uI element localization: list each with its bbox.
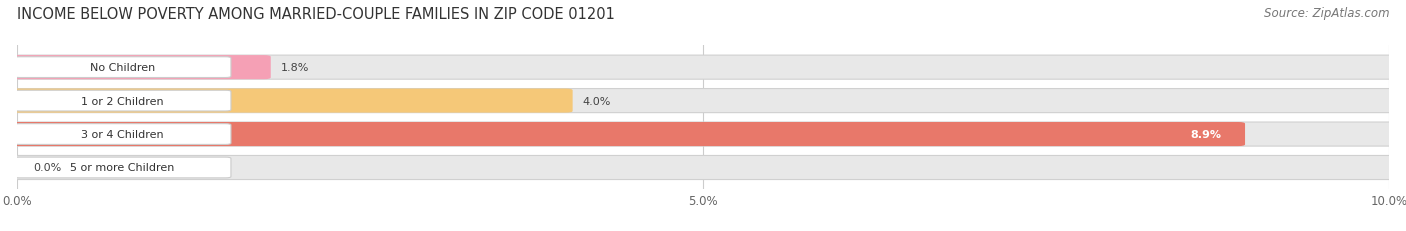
FancyBboxPatch shape — [10, 156, 1396, 180]
Text: 3 or 4 Children: 3 or 4 Children — [82, 130, 165, 140]
FancyBboxPatch shape — [14, 158, 231, 178]
Text: 1 or 2 Children: 1 or 2 Children — [82, 96, 165, 106]
Text: Source: ZipAtlas.com: Source: ZipAtlas.com — [1264, 7, 1389, 20]
FancyBboxPatch shape — [14, 58, 231, 78]
Text: 1.8%: 1.8% — [280, 63, 309, 73]
FancyBboxPatch shape — [14, 91, 231, 112]
FancyBboxPatch shape — [10, 89, 572, 113]
Text: 8.9%: 8.9% — [1191, 130, 1222, 140]
Text: INCOME BELOW POVERTY AMONG MARRIED-COUPLE FAMILIES IN ZIP CODE 01201: INCOME BELOW POVERTY AMONG MARRIED-COUPL… — [17, 7, 614, 22]
FancyBboxPatch shape — [10, 122, 1246, 146]
FancyBboxPatch shape — [14, 124, 231, 145]
FancyBboxPatch shape — [10, 122, 1396, 146]
Text: No Children: No Children — [90, 63, 155, 73]
FancyBboxPatch shape — [10, 89, 1396, 113]
Text: 0.0%: 0.0% — [34, 163, 62, 173]
Text: 5 or more Children: 5 or more Children — [70, 163, 174, 173]
FancyBboxPatch shape — [10, 56, 271, 80]
Text: 4.0%: 4.0% — [582, 96, 610, 106]
FancyBboxPatch shape — [10, 56, 1396, 80]
